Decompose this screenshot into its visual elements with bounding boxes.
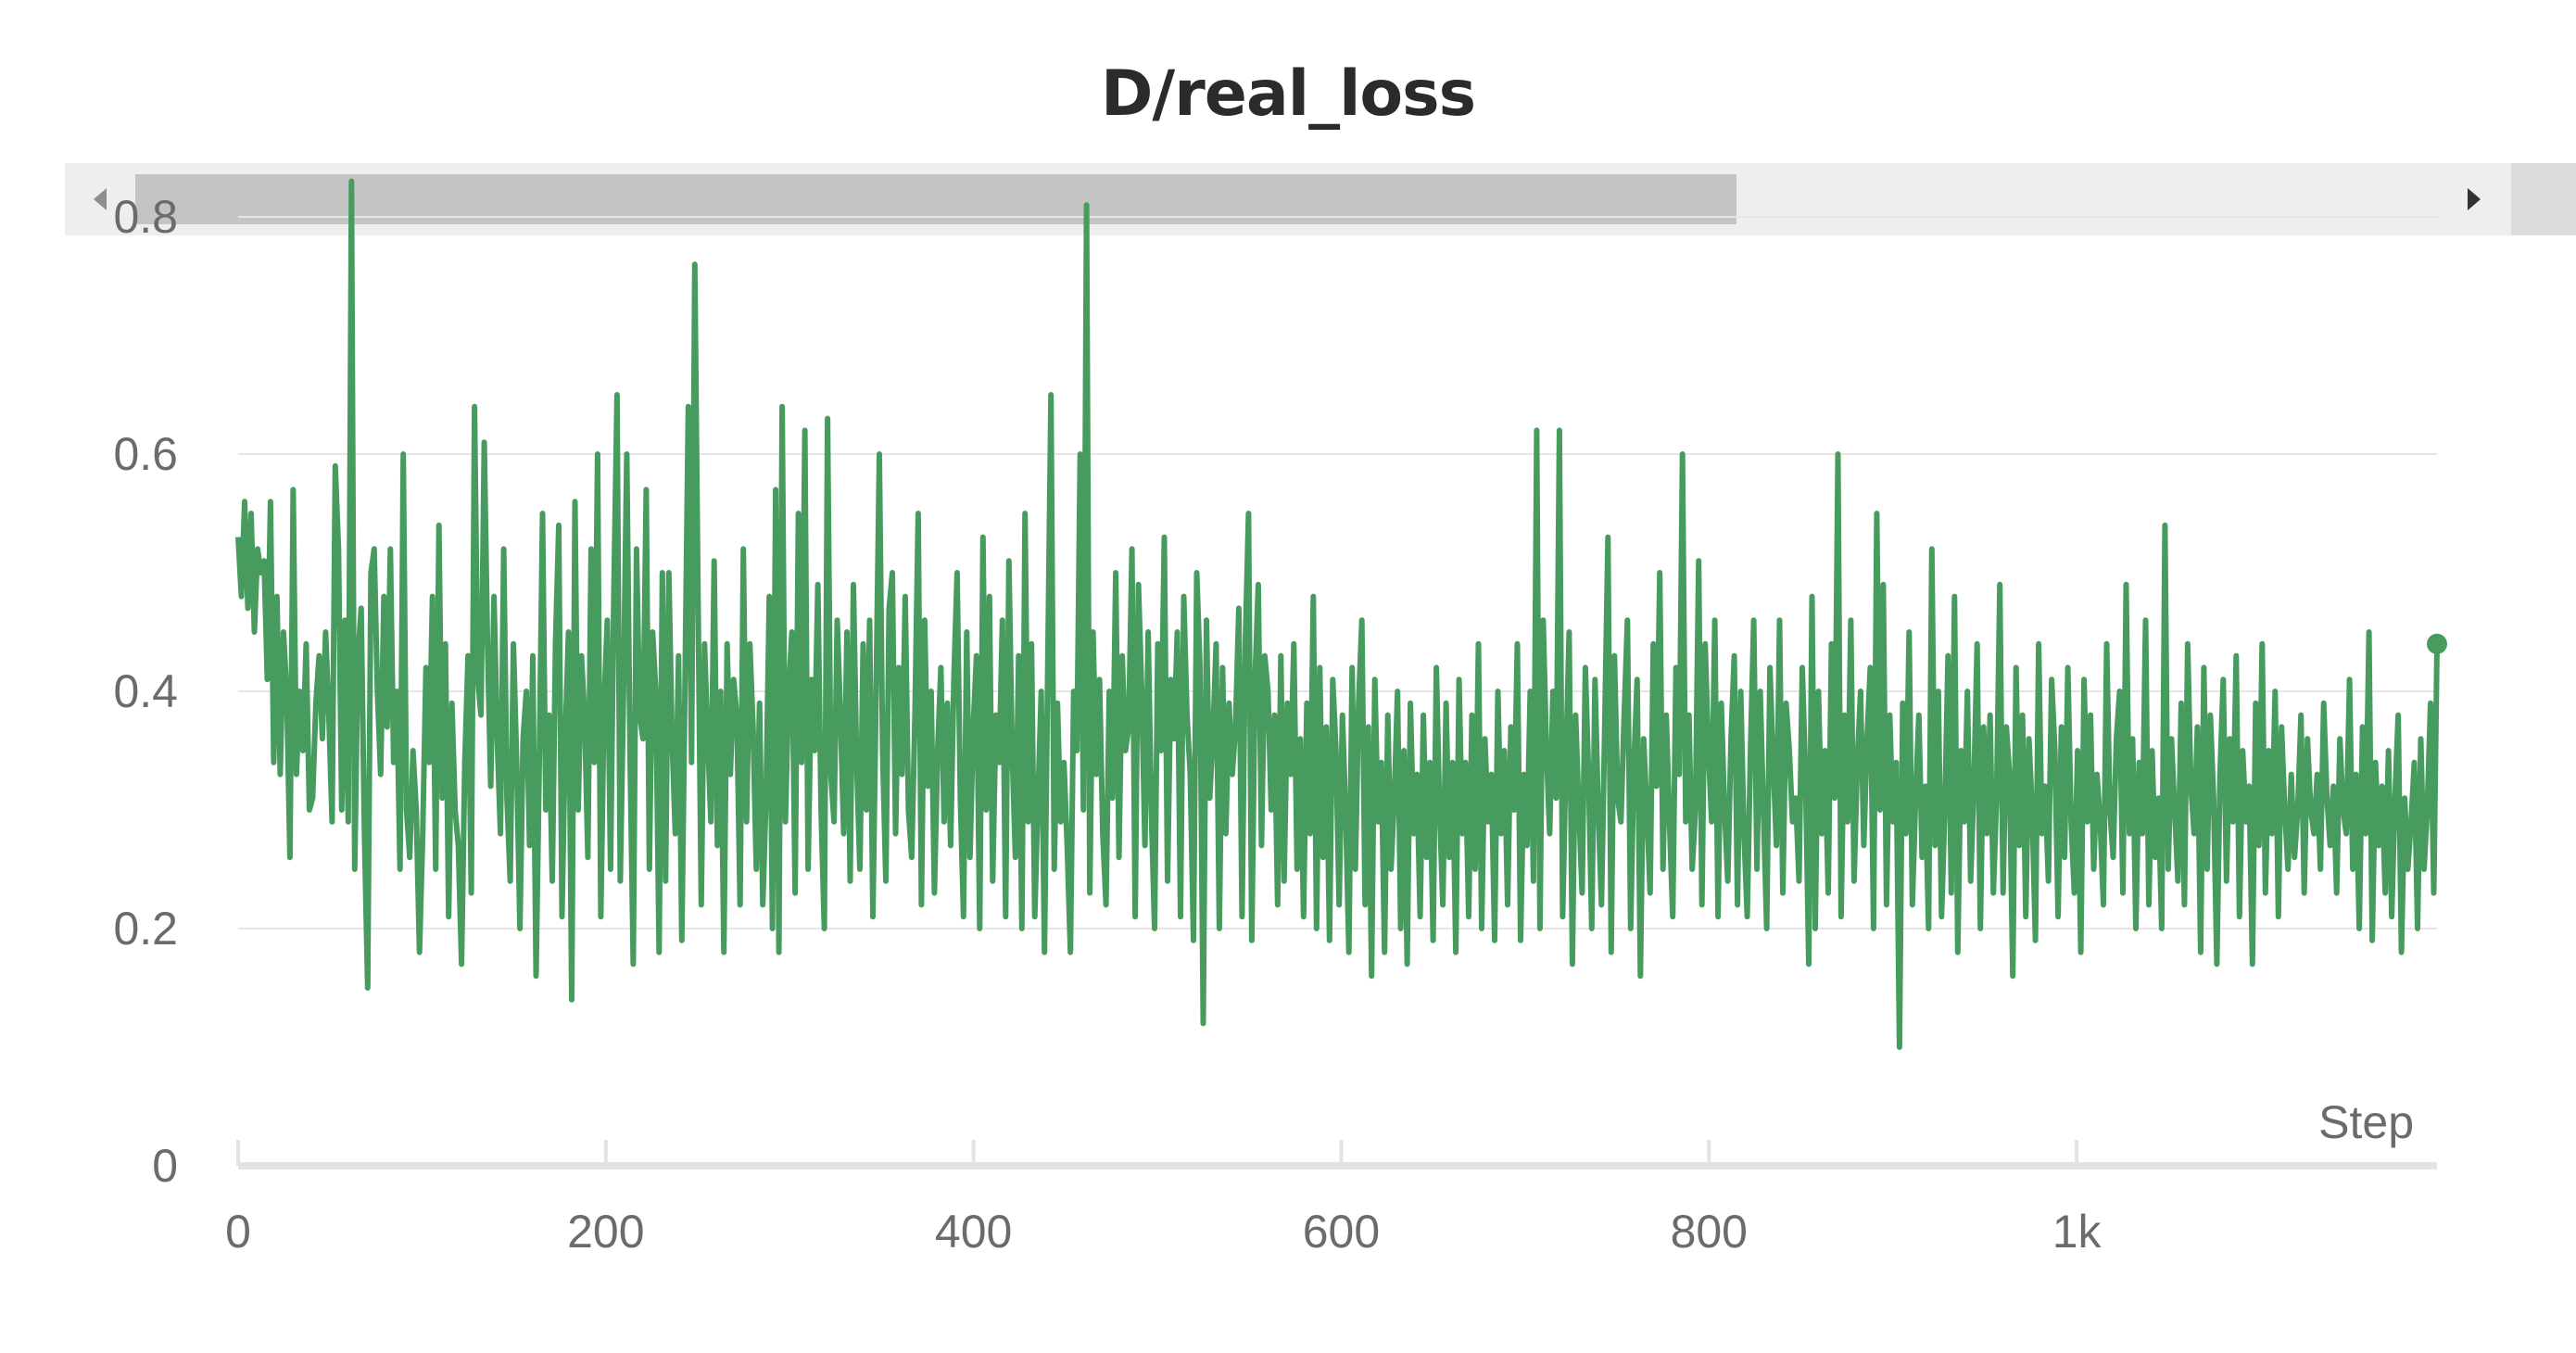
x-tick-label: 1k bbox=[2052, 1206, 2102, 1258]
last-point-marker[interactable] bbox=[2427, 633, 2447, 654]
scroll-right-arrow-icon[interactable] bbox=[2446, 163, 2502, 235]
chart-title: D/real_loss bbox=[1100, 57, 1476, 131]
x-tick-label: 800 bbox=[1671, 1206, 1748, 1258]
series-line bbox=[235, 178, 2440, 1050]
y-axis-ticks: 0 0.2 0.4 0.6 0.8 bbox=[113, 191, 178, 1192]
scroll-left-arrow-icon[interactable] bbox=[72, 163, 128, 235]
y-tick-label: 0.8 bbox=[113, 191, 178, 243]
x-tick-label: 200 bbox=[567, 1206, 644, 1258]
x-tick-label: 400 bbox=[935, 1206, 1012, 1258]
y-tick-label: 0.4 bbox=[113, 665, 178, 717]
y-tick-label: 0.2 bbox=[113, 903, 178, 955]
scroll-corner bbox=[2511, 163, 2576, 235]
x-tick-label: 600 bbox=[1303, 1206, 1380, 1258]
x-tick-label: 0 bbox=[225, 1206, 251, 1258]
series-layer bbox=[235, 178, 2447, 1050]
y-tick-label: 0 bbox=[152, 1140, 178, 1192]
x-axis-label: Step bbox=[2318, 1096, 2414, 1148]
x-axis: 0 200 400 600 800 1k bbox=[225, 1140, 2437, 1258]
y-tick-label: 0.6 bbox=[113, 428, 178, 480]
